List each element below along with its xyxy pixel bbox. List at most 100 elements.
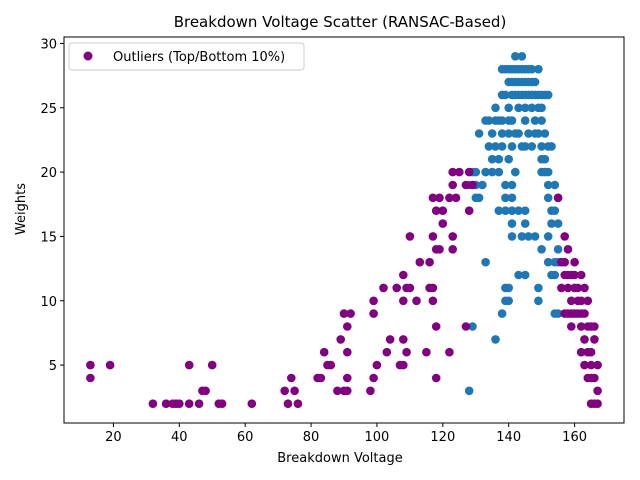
outlier-point	[563, 283, 573, 293]
outlier-point	[593, 360, 602, 370]
outlier-point	[343, 322, 352, 331]
outlier-point	[343, 386, 352, 396]
x-tick-label: 40	[171, 430, 188, 445]
data-point	[497, 116, 507, 125]
outlier-point	[428, 193, 438, 203]
outlier-point	[402, 347, 411, 357]
data-point	[537, 142, 546, 151]
data-point	[507, 232, 517, 241]
outlier-point	[431, 206, 441, 215]
data-point	[530, 77, 540, 87]
outlier-point	[580, 283, 589, 293]
data-point	[537, 103, 546, 113]
outlier-point	[382, 347, 392, 357]
outlier-point	[280, 386, 290, 396]
data-point	[517, 232, 527, 241]
data-point	[530, 232, 540, 241]
outlier-point	[336, 335, 346, 344]
outlier-point	[438, 219, 448, 228]
outlier-point	[567, 296, 576, 306]
outlier-point	[445, 193, 454, 203]
legend-box	[68, 42, 305, 71]
data-point	[543, 90, 553, 100]
data-point	[474, 193, 484, 203]
data-point	[514, 103, 523, 113]
x-tick-label: 60	[237, 430, 254, 445]
outlier-point	[333, 386, 342, 396]
data-point	[497, 309, 507, 318]
data-point	[501, 206, 510, 215]
data-point	[501, 90, 510, 100]
outlier-point	[399, 360, 408, 370]
data-point	[507, 206, 517, 215]
outlier-point	[464, 206, 474, 215]
data-point	[520, 270, 530, 280]
outlier-point	[422, 347, 431, 357]
outlier-point	[319, 347, 329, 357]
outlier-point	[346, 309, 355, 318]
data-point	[530, 116, 540, 125]
outlier-point	[86, 360, 95, 370]
outlier-point	[435, 193, 444, 203]
outlier-point	[567, 322, 576, 331]
outlier-point	[448, 232, 458, 241]
outlier-point	[557, 283, 566, 293]
outlier-point	[369, 373, 378, 383]
outlier-point	[175, 399, 184, 409]
data-point	[501, 193, 510, 203]
data-point	[534, 129, 543, 138]
outlier-point	[399, 335, 408, 344]
data-point	[534, 64, 543, 74]
outlier-point	[415, 257, 425, 267]
outlier-point	[399, 270, 408, 280]
outlier-point	[425, 257, 434, 267]
outlier-point	[247, 399, 257, 409]
data-point	[537, 245, 546, 254]
data-point	[511, 167, 520, 177]
outlier-point	[560, 270, 569, 280]
data-point	[494, 206, 504, 215]
outlier-point	[438, 206, 448, 215]
data-point	[504, 103, 513, 113]
outlier-point	[293, 399, 303, 409]
outlier-point	[86, 373, 95, 383]
data-point	[514, 129, 523, 138]
x-tick-label: 20	[105, 430, 122, 445]
outlier-point	[576, 270, 586, 280]
data-point	[524, 232, 533, 241]
y-tick-label: 10	[40, 295, 57, 310]
data-point	[550, 206, 560, 215]
data-point	[543, 232, 553, 241]
outlier-point	[283, 399, 293, 409]
data-point	[534, 283, 543, 293]
data-point	[520, 116, 530, 125]
data-point	[553, 309, 563, 318]
data-point	[540, 129, 550, 138]
x-axis-label: Breakdown Voltage	[277, 451, 402, 466]
outlier-point	[448, 167, 458, 177]
data-point	[527, 142, 537, 151]
data-point	[553, 219, 563, 228]
data-point	[507, 180, 517, 190]
outlier-point	[576, 347, 586, 357]
data-point	[514, 206, 523, 215]
data-point	[520, 219, 530, 228]
x-tick-label: 140	[496, 430, 521, 445]
data-point	[504, 154, 513, 164]
outlier-point	[194, 399, 204, 409]
data-point	[494, 154, 504, 164]
y-tick-label: 15	[40, 230, 57, 245]
y-tick-label: 5	[49, 359, 57, 374]
outlier-point	[372, 360, 382, 370]
outlier-point	[560, 232, 569, 241]
outlier-point	[379, 283, 388, 293]
data-point	[504, 283, 513, 293]
outlier-point	[468, 180, 477, 190]
chart-title: Breakdown Voltage Scatter (RANSAC-Based)	[174, 13, 507, 31]
y-tick-label: 25	[40, 102, 57, 117]
outlier-point	[576, 309, 586, 318]
outlier-point	[207, 360, 217, 370]
data-point	[520, 206, 530, 215]
legend-label-outliers: Outliers (Top/Bottom 10%)	[113, 50, 285, 65]
